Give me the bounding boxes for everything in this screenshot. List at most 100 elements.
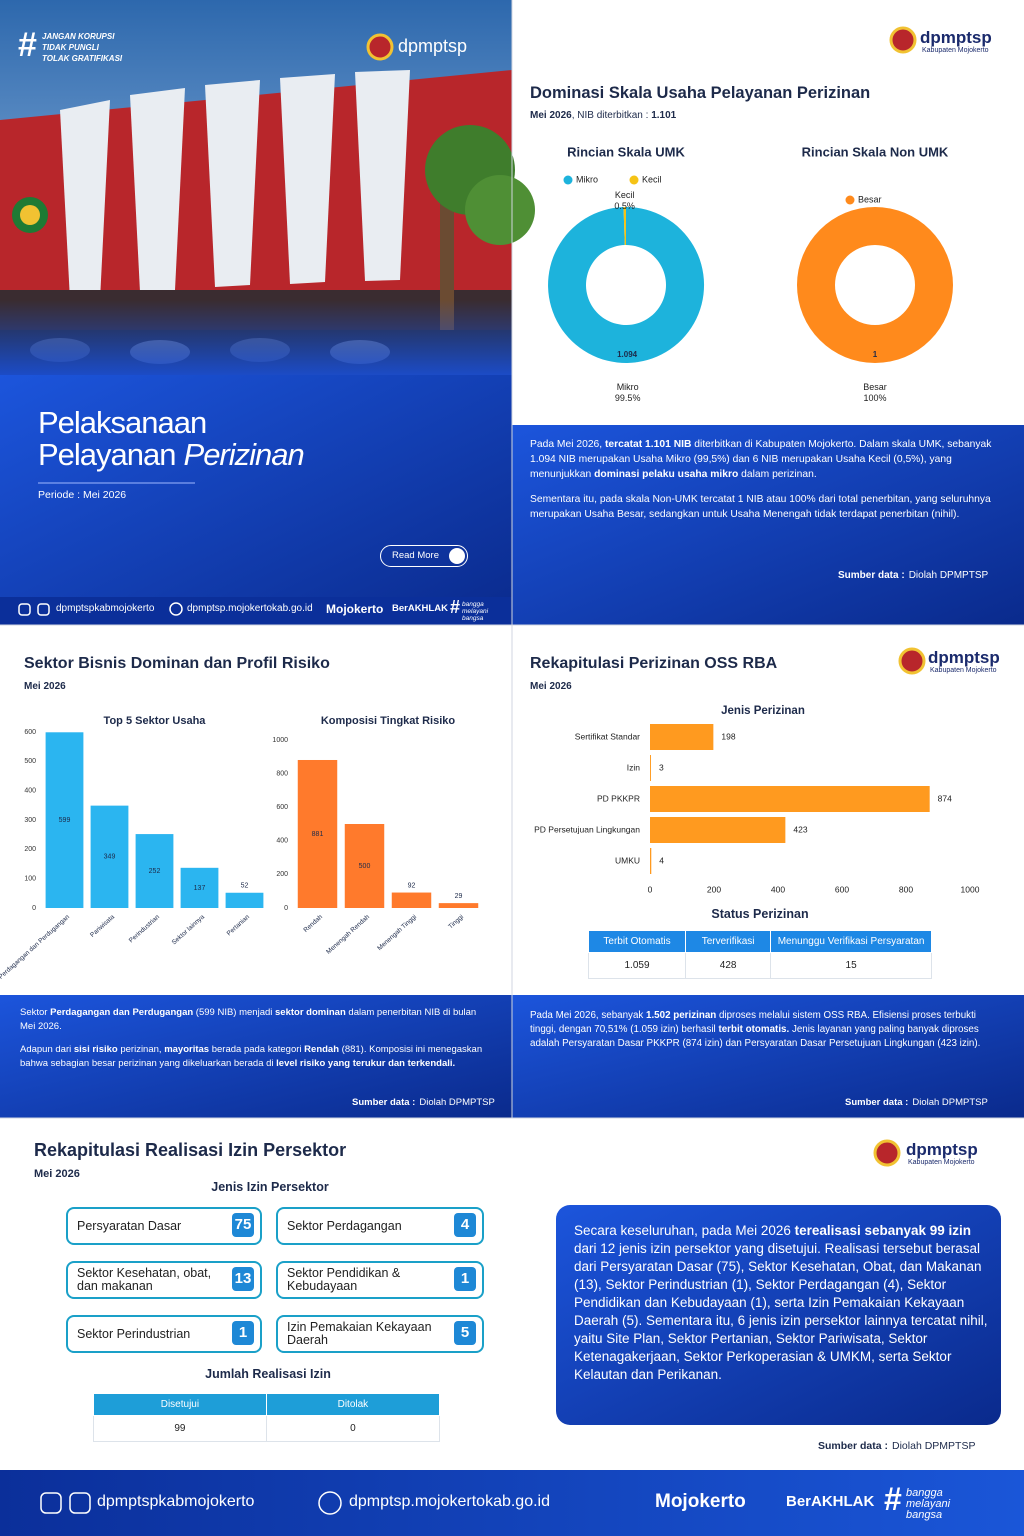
- slice: [797, 207, 953, 363]
- legend-label: Mikro: [576, 174, 598, 184]
- button-arrow: [449, 548, 465, 564]
- title-italic: Perizinan: [183, 437, 305, 472]
- x-tick-label: 400: [771, 884, 785, 894]
- website: dpmptsp.mojokertokab.go.id: [349, 1493, 550, 1510]
- table-row: 99 0: [93, 1415, 441, 1442]
- tag-line: TOLAK GRATIFIKASI: [42, 54, 123, 63]
- bar: [650, 848, 652, 874]
- bar: [650, 786, 930, 812]
- card-label: Sektor Pendidikan & Kebudayaan: [287, 1266, 401, 1293]
- section-title: Status Perizinan: [711, 907, 809, 921]
- y-tick-label: 500: [24, 758, 36, 765]
- subtitle: Mei 2026, NIB diterbitkan : 1.101: [530, 110, 676, 121]
- slice-category: Besar: [863, 382, 887, 392]
- logo-name: dpmptsp: [906, 1140, 978, 1159]
- source: Sumber data : Diolah DPMPTSP: [838, 570, 988, 581]
- panel-title: Rekapitulasi Perizinan OSS RBA: [530, 655, 778, 672]
- slice-count-label: 1.094: [617, 350, 638, 359]
- card-value: 13: [232, 1267, 254, 1291]
- bar: [438, 903, 479, 908]
- y-tick-label: Sertifikat Standar: [575, 731, 640, 741]
- table-header-row: Terbit Otomatis Terverifikasi Menunggu Ver…: [587, 930, 932, 953]
- text-run: Adapun dari: [20, 1044, 74, 1055]
- slice-value-label: 99.5%: [615, 393, 641, 403]
- data-label: 599: [59, 817, 71, 824]
- x-tick-label: 200: [707, 884, 721, 894]
- card-label: Sektor Perindustrian: [77, 1326, 191, 1341]
- hash: #: [18, 26, 37, 64]
- mojokerto-logo: Mojokerto: [326, 602, 384, 616]
- table-header: Menunggu Verifikasi Persyaratan: [770, 930, 932, 953]
- legend-swatch: [629, 175, 639, 185]
- x-tick-label: Sektor lainnya: [171, 913, 207, 946]
- panel-band: [512, 425, 1024, 625]
- source: Sumber data : Diolah DPMPTSP: [845, 1097, 988, 1108]
- text-run: mayoritas: [164, 1044, 210, 1055]
- data-label: 252: [149, 868, 161, 875]
- social-icons: [18, 602, 342, 1515]
- bar: [650, 755, 651, 781]
- text-run: (599 NIB) menjadi: [193, 1007, 276, 1018]
- text-run: diproses melalui sistem OSS RBA. Efisien…: [530, 1010, 976, 1035]
- brand: dpmptsp: [398, 36, 468, 56]
- source-label: Sumber data :: [352, 1097, 416, 1108]
- chart-title: Top 5 Sektor Usaha: [104, 715, 207, 727]
- data-label: 874: [938, 793, 952, 803]
- logo-region: Kabupaten Mojokerto: [930, 667, 997, 674]
- hash: #: [884, 1481, 902, 1517]
- bar: [650, 724, 714, 750]
- panel-band: [0, 995, 512, 1118]
- permit-card: Sektor Kesehatan, obat, dan makanan 13: [66, 1261, 262, 1299]
- hash: #: [450, 597, 461, 617]
- table-cell: 428: [685, 952, 772, 979]
- data-label: 4: [659, 855, 664, 865]
- cover-title: Pelaksanaan: [38, 405, 207, 440]
- read-more-button[interactable]: Read More: [380, 545, 468, 567]
- tagline: bangsa: [906, 1509, 943, 1521]
- table-cell: 99: [93, 1415, 267, 1442]
- permit-card: Persyaratan Dasar 75: [66, 1207, 262, 1245]
- tagline: bangsa: [462, 615, 484, 622]
- data-label: 500: [359, 863, 371, 870]
- berakhlak-logo: BerAKHLAK: [786, 1493, 875, 1510]
- paragraph: Sementara itu, pada skala Non-UMK tercat…: [530, 492, 1000, 522]
- tag-line: JANGAN KORUPSI: [42, 32, 115, 41]
- y-tick-label: 400: [24, 788, 36, 795]
- data-label: 3: [659, 762, 664, 772]
- text-run: dalam perizinan.: [738, 469, 817, 480]
- panel-title: Rekapitulasi Realisasi Izin Persektor: [34, 1140, 347, 1160]
- card-value: 4: [454, 1213, 476, 1237]
- y-tick-label: 0: [32, 905, 36, 912]
- text-run: Jenis layanan yang paling banyak diprose…: [530, 1024, 981, 1049]
- table: Disetujui Ditolak 99 0: [93, 1393, 441, 1442]
- x-tick-label: Menengah Tinggi: [376, 914, 418, 953]
- text-run: Secara keseluruhan, pada Mei 2026: [574, 1223, 795, 1238]
- legend-label: Kecil: [642, 174, 662, 184]
- chart-title: Rincian Skala Non UMK: [802, 144, 949, 159]
- legend-swatch: [845, 195, 855, 205]
- permit-card: Sektor Perdagangan 4: [276, 1207, 484, 1245]
- paragraph: Pada Mei 2026, tercatat 1.101 NIB diterb…: [530, 437, 1000, 482]
- card-label: Sektor Kesehatan, obat, dan makanan: [77, 1266, 212, 1293]
- subtitle-value: 1.101: [651, 110, 677, 121]
- tagline: bangga: [906, 1487, 943, 1499]
- bar: [225, 892, 264, 908]
- bar: [344, 824, 385, 908]
- panel-title: Dominasi Skala Usaha Pelayanan Perizinan: [530, 84, 871, 102]
- chart-title: Rincian Skala UMK: [567, 144, 685, 159]
- slice-value-label: 0.5%: [614, 201, 635, 211]
- social-handle: dpmptspkabmojokerto: [97, 1493, 255, 1510]
- data-label: 198: [721, 731, 735, 741]
- y-tick-label: PD Persetujuan Lingkungan: [534, 824, 640, 834]
- source: Sumber data : Diolah DPMPTSP: [352, 1097, 495, 1108]
- bar: [650, 817, 786, 843]
- cover-title: Pelayanan Perizinan: [38, 437, 305, 473]
- slice-category: Kecil: [615, 190, 635, 200]
- text-run: perizinan,: [117, 1044, 165, 1055]
- tagline: bangga: [462, 601, 484, 608]
- tag-line: TIDAK PUNGLI: [42, 43, 99, 52]
- text-run: Pada Mei 2026, sebanyak: [530, 1010, 647, 1021]
- x-tick-label: Perdagangan dan Perdugangan: [0, 913, 71, 980]
- paragraph: Sektor Perdagangan dan Perdugangan (599 …: [20, 1006, 490, 1033]
- x-tick-label: 1000: [961, 884, 980, 894]
